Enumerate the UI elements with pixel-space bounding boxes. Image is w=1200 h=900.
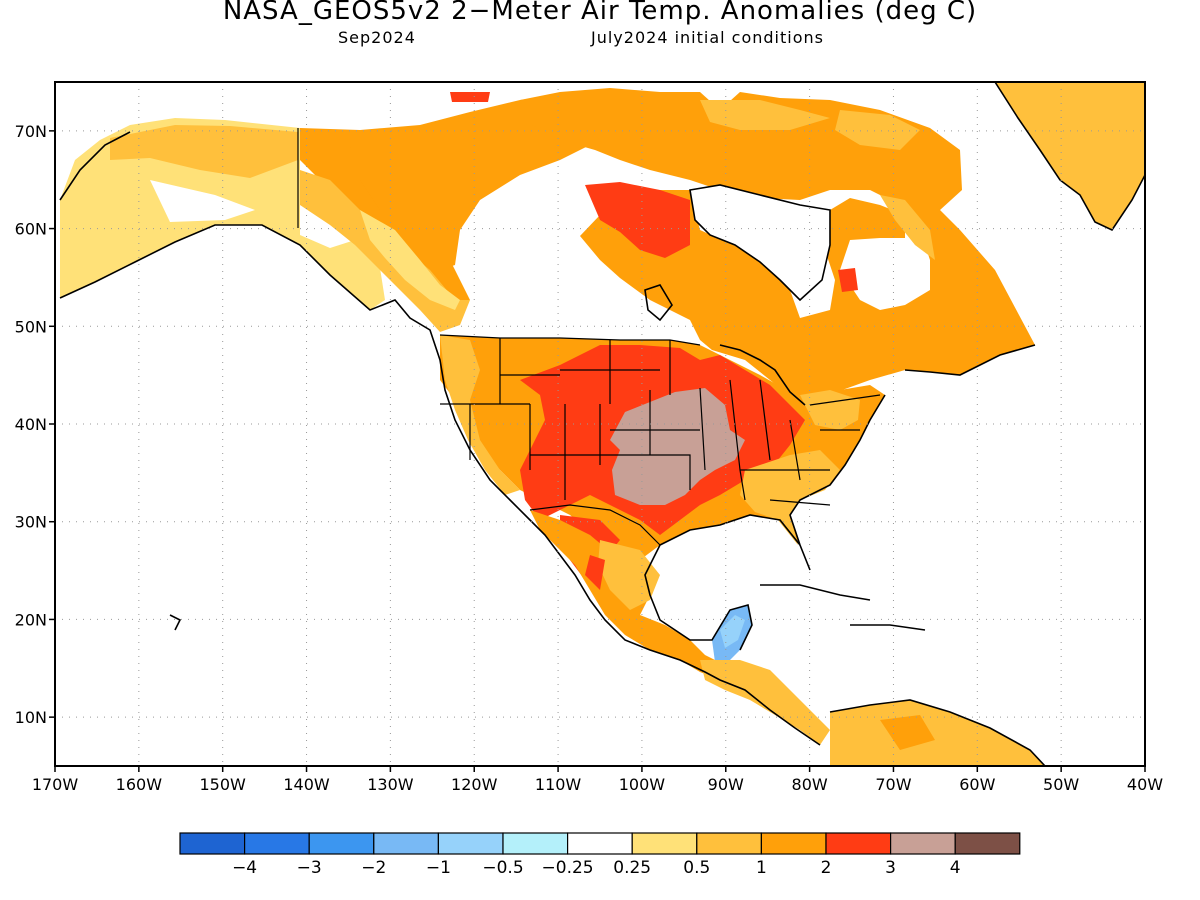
us-max-anomaly — [610, 388, 745, 505]
colorbar-swatch — [373, 832, 439, 855]
lon-tick-label: 60W — [959, 775, 995, 794]
lat-tick-label: 60N — [15, 220, 47, 239]
colorbar-swatch — [179, 832, 246, 855]
lon-tick-label: 100W — [619, 775, 666, 794]
colorbar-label: 3 — [885, 858, 896, 878]
colorbar-label: −3 — [297, 858, 322, 878]
coastlines — [59, 82, 1145, 766]
lat-tick-label: 30N — [15, 513, 47, 532]
latitude-axis: 10N 20N 30N 40N 50N 60N 70N — [15, 122, 55, 727]
lon-tick-label: 40W — [1127, 775, 1163, 794]
lon-tick-label: 70W — [875, 775, 911, 794]
colorbar-swatch — [954, 832, 1021, 855]
map-fill-layer — [60, 82, 1145, 766]
lon-tick-label: 170W — [32, 775, 79, 794]
lat-tick-label: 50N — [15, 317, 47, 336]
colorbar-label: 4 — [950, 858, 961, 878]
colorbar-label: −1 — [426, 858, 451, 878]
lon-tick-label: 140W — [283, 775, 330, 794]
colorbar-label: 1 — [756, 858, 767, 878]
colorbar-swatch — [244, 832, 310, 855]
lat-tick-label: 20N — [15, 610, 47, 629]
lon-tick-label: 80W — [792, 775, 828, 794]
colorbar-swatch — [889, 832, 956, 855]
central-america-anomaly — [700, 660, 830, 745]
map-title: NASA_GEOS5v2 2−Meter Air Temp. Anomalies… — [222, 0, 978, 26]
colorbar-label: 0.25 — [613, 858, 651, 878]
south-america-anomaly — [830, 700, 1045, 766]
lon-tick-label: 110W — [535, 775, 582, 794]
colorbar-swatch — [825, 832, 892, 855]
colorbar-swatch — [308, 832, 375, 855]
greenland-anomaly — [995, 82, 1145, 230]
colorbar-swatch — [437, 832, 504, 855]
colorbar-swatch — [696, 832, 762, 855]
lon-tick-label: 160W — [116, 775, 163, 794]
hudson-bay — [690, 185, 830, 300]
lon-tick-label: 90W — [708, 775, 744, 794]
lon-tick-label: 120W — [451, 775, 498, 794]
colorbar-label: 2 — [821, 858, 832, 878]
colorbar-swatch — [760, 832, 827, 855]
longitude-axis: 170W 160W 150W 140W 130W 120W 110W 100W 90W 80W 70… — [32, 766, 1163, 794]
borders — [297, 128, 881, 546]
colorbar-label: −2 — [361, 858, 386, 878]
lat-tick-label: 70N — [15, 122, 47, 141]
colorbar: −4 −3 −2 −1 −0.5 −0.25 0.25 0.5 1 2 3 4 — [179, 832, 1021, 878]
lon-tick-label: 130W — [367, 775, 414, 794]
lat-tick-label: 10N — [15, 708, 47, 727]
forecast-month: Sep2024 — [338, 28, 416, 47]
colorbar-label: −0.25 — [542, 858, 594, 878]
lon-tick-label: 150W — [200, 775, 247, 794]
lon-tick-label: 50W — [1043, 775, 1079, 794]
colorbar-swatch — [631, 832, 698, 855]
colorbar-label: −0.5 — [482, 858, 523, 878]
colorbar-swatch — [566, 832, 633, 855]
colorbar-swatch — [502, 832, 569, 855]
colorbar-label: −4 — [232, 858, 257, 878]
lat-tick-label: 40N — [15, 415, 47, 434]
initial-conditions-label: July2024 initial conditions — [591, 28, 824, 47]
colorbar-label: 0.5 — [683, 858, 710, 878]
